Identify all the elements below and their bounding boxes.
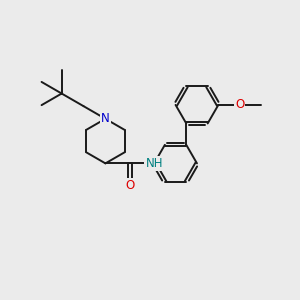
Text: NH: NH: [146, 157, 163, 170]
Text: O: O: [235, 98, 244, 111]
Text: N: N: [101, 112, 110, 125]
Text: O: O: [125, 179, 134, 192]
